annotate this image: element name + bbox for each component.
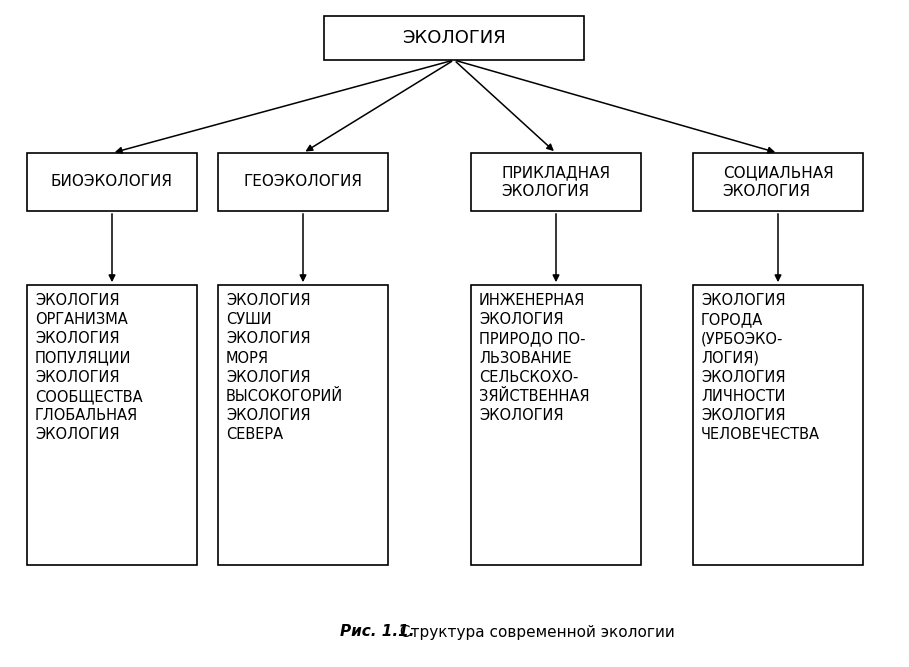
Bar	[218, 153, 388, 211]
Bar	[324, 16, 584, 60]
Text: Рис. 1.1.: Рис. 1.1.	[340, 624, 415, 640]
Text: ЭКОЛОГИЯ
ОРГАНИЗМА
ЭКОЛОГИЯ
ПОПУЛЯЦИИ
ЭКОЛОГИЯ
СООБЩЕСТВА
ГЛОБАЛЬНАЯ
ЭКОЛОГИЯ: ЭКОЛОГИЯ ОРГАНИЗМА ЭКОЛОГИЯ ПОПУЛЯЦИИ ЭК…	[35, 293, 143, 442]
Text: ГЕОЭКОЛОГИЯ: ГЕОЭКОЛОГИЯ	[244, 175, 363, 189]
Bar	[693, 285, 863, 565]
Text: СОЦИАЛЬНАЯ
ЭКОЛОГИЯ: СОЦИАЛЬНАЯ ЭКОЛОГИЯ	[723, 165, 834, 199]
Bar	[27, 153, 197, 211]
Text: ИНЖЕНЕРНАЯ
ЭКОЛОГИЯ
ПРИРОДО ПО-
ЛЬЗОВАНИЕ
СЕЛЬСКОХО-
ЗЯЙСТВЕННАЯ
ЭКОЛОГИЯ: ИНЖЕНЕРНАЯ ЭКОЛОГИЯ ПРИРОДО ПО- ЛЬЗОВАНИ…	[479, 293, 590, 423]
Text: ЭКОЛОГИЯ
СУШИ
ЭКОЛОГИЯ
МОРЯ
ЭКОЛОГИЯ
ВЫСОКОГОРИЙ
ЭКОЛОГИЯ
СЕВЕРА: ЭКОЛОГИЯ СУШИ ЭКОЛОГИЯ МОРЯ ЭКОЛОГИЯ ВЫС…	[226, 293, 344, 442]
Bar	[218, 285, 388, 565]
Bar	[27, 285, 197, 565]
Bar	[693, 153, 863, 211]
Bar	[471, 153, 641, 211]
Bar	[471, 285, 641, 565]
Text: Структура современной экологии: Структура современной экологии	[395, 624, 674, 640]
Text: ЭКОЛОГИЯ
ГОРОДА
(УРБОЭКО-
ЛОГИЯ)
ЭКОЛОГИЯ
ЛИЧНОСТИ
ЭКОЛОГИЯ
ЧЕЛОВЕЧЕСТВА: ЭКОЛОГИЯ ГОРОДА (УРБОЭКО- ЛОГИЯ) ЭКОЛОГИ…	[701, 293, 820, 442]
Text: ПРИКЛАДНАЯ
ЭКОЛОГИЯ: ПРИКЛАДНАЯ ЭКОЛОГИЯ	[502, 165, 611, 199]
Text: БИОЭКОЛОГИЯ: БИОЭКОЛОГИЯ	[51, 175, 173, 189]
Text: ЭКОЛОГИЯ: ЭКОЛОГИЯ	[402, 29, 506, 47]
